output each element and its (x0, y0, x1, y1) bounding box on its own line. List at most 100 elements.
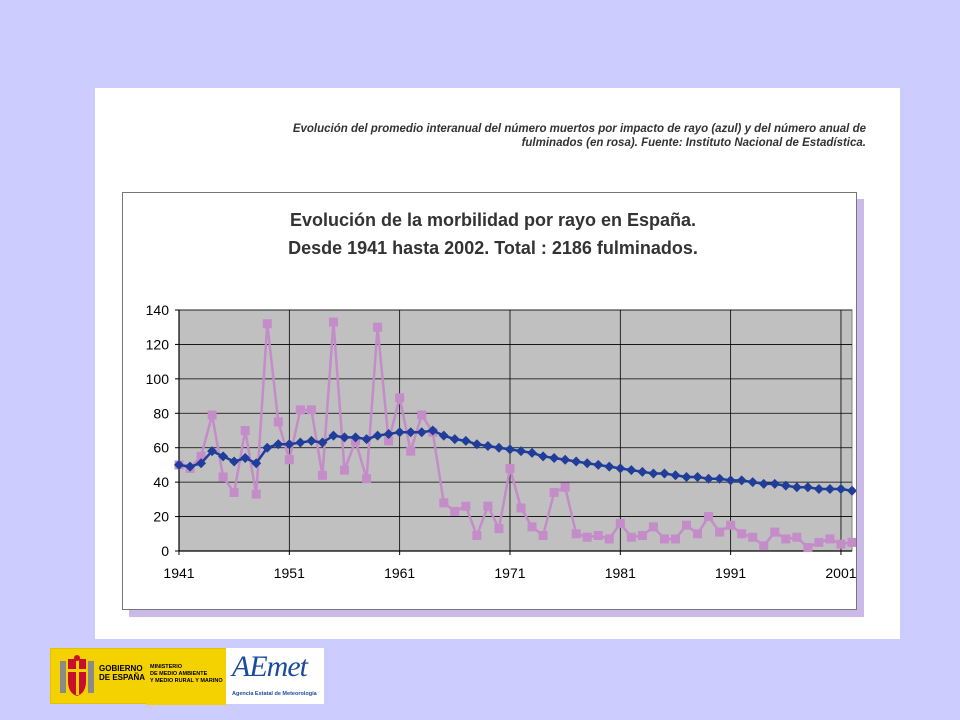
series-0-point (670, 534, 680, 544)
series-1-point (571, 456, 582, 467)
series-0-point (604, 534, 614, 544)
series-0-point (483, 501, 493, 511)
series-1-point (604, 461, 615, 472)
series-0-point (770, 527, 780, 537)
series-1-point (681, 471, 692, 482)
ministry-line-1: MINISTERIO (150, 664, 183, 670)
series-0-point (317, 470, 327, 480)
x-tick-label: 1971 (494, 565, 525, 581)
series-0-point (814, 537, 824, 547)
series-0-point (450, 506, 460, 516)
series-0-point (781, 534, 791, 544)
series-1-point (251, 458, 262, 469)
series-1-point (703, 473, 714, 484)
series-1-point (405, 427, 416, 438)
series-1-point (648, 468, 659, 479)
series-1-point (637, 466, 648, 477)
series-1-point (769, 478, 780, 489)
series-0-point (615, 518, 625, 528)
ministry-text: MINISTERIO DE MEDIO AMBIENTE Y MEDIO RUR… (150, 664, 223, 685)
series-1-point (560, 454, 571, 465)
series-0-point (737, 529, 747, 539)
series-0-point (803, 543, 813, 553)
series-0-point (505, 463, 515, 473)
series-1-point (736, 475, 747, 486)
series-1-point (240, 453, 251, 464)
caption-line-2: fulminados (en rosa). Fuente: Instituto … (521, 137, 866, 149)
series-1-point (196, 458, 207, 469)
series-0-point (406, 446, 416, 456)
aemet-wordmark: AEmet (232, 650, 308, 683)
x-tick-label: 1941 (163, 565, 194, 581)
series-1-point (802, 482, 813, 493)
series-0-point (417, 410, 427, 420)
series-1-point (339, 432, 350, 443)
series-1-point (174, 459, 184, 470)
y-tick-label: 120 (146, 336, 170, 352)
series-0-point (262, 319, 272, 329)
series-1-point (284, 439, 295, 450)
series-1-point (615, 463, 626, 474)
x-tick-label: 1951 (274, 565, 305, 581)
series-0-point (295, 405, 305, 415)
series-1-point (758, 478, 769, 489)
series-0-point (682, 520, 692, 530)
series-0-point (825, 534, 835, 544)
series-0-point (384, 436, 394, 446)
series-0-point (439, 498, 449, 508)
series-1-point (185, 461, 196, 472)
aemet-logo: AEmet Agencia Estatal de Meteorología (226, 648, 324, 704)
series-1-point (504, 444, 515, 455)
series-0-point (339, 465, 349, 475)
aemet-subtitle: Agencia Estatal de Meteorología (232, 691, 317, 697)
series-0-point (538, 531, 548, 541)
gobierno-text: GOBIERNO DE ESPAÑA (99, 664, 145, 682)
series-0-point (582, 532, 592, 542)
ministry-line-2: DE MEDIO AMBIENTE (150, 671, 208, 677)
series-0-point (549, 487, 559, 497)
series-1-point (482, 440, 493, 451)
series-1-point (593, 459, 604, 470)
series-1-point (516, 446, 527, 457)
series-0-point (693, 529, 703, 539)
series-1-point (692, 471, 703, 482)
series-0-point (527, 522, 537, 532)
series-1-point (824, 484, 835, 495)
series-0-point (759, 541, 769, 551)
figure-caption: Evolución del promedio interanual del nú… (226, 122, 866, 150)
series-1-point (383, 428, 394, 439)
chart: Evolución de la morbilidad por rayo en E… (146, 210, 856, 581)
x-tick-label: 1981 (605, 565, 636, 581)
series-0-point (395, 393, 405, 403)
series-1-point (835, 484, 846, 495)
series-0-point (571, 529, 581, 539)
chart-frame: Evolución de la morbilidad por rayo en E… (122, 192, 857, 610)
series-0-point (847, 537, 856, 547)
series-1-point (229, 456, 240, 467)
series-0-point (218, 472, 228, 482)
series-1-point (262, 442, 273, 453)
series-1-point (714, 473, 725, 484)
series-1-point (780, 480, 791, 491)
y-tick-label: 80 (153, 405, 169, 421)
plot-area (178, 309, 853, 552)
series-1-point (549, 453, 560, 464)
series-1-point (791, 482, 802, 493)
series-1-point (427, 425, 438, 436)
series-1-point (847, 485, 856, 496)
series-0-point (704, 512, 714, 522)
series-0-point (461, 501, 471, 511)
series-0-point (284, 455, 294, 465)
series-1-point (582, 458, 593, 469)
series-1-point (361, 434, 372, 445)
series-0-point (229, 487, 239, 497)
series-0-point (748, 532, 758, 542)
series-1-point (538, 451, 549, 462)
series-0-point (273, 417, 283, 427)
series-0-point (726, 520, 736, 530)
chart-title: Evolución de la morbilidad por rayo en E… (290, 210, 696, 230)
x-tick-label: 1961 (384, 565, 415, 581)
series-1-point (350, 432, 361, 443)
series-1-point (471, 439, 482, 450)
series-1-point (438, 430, 449, 441)
